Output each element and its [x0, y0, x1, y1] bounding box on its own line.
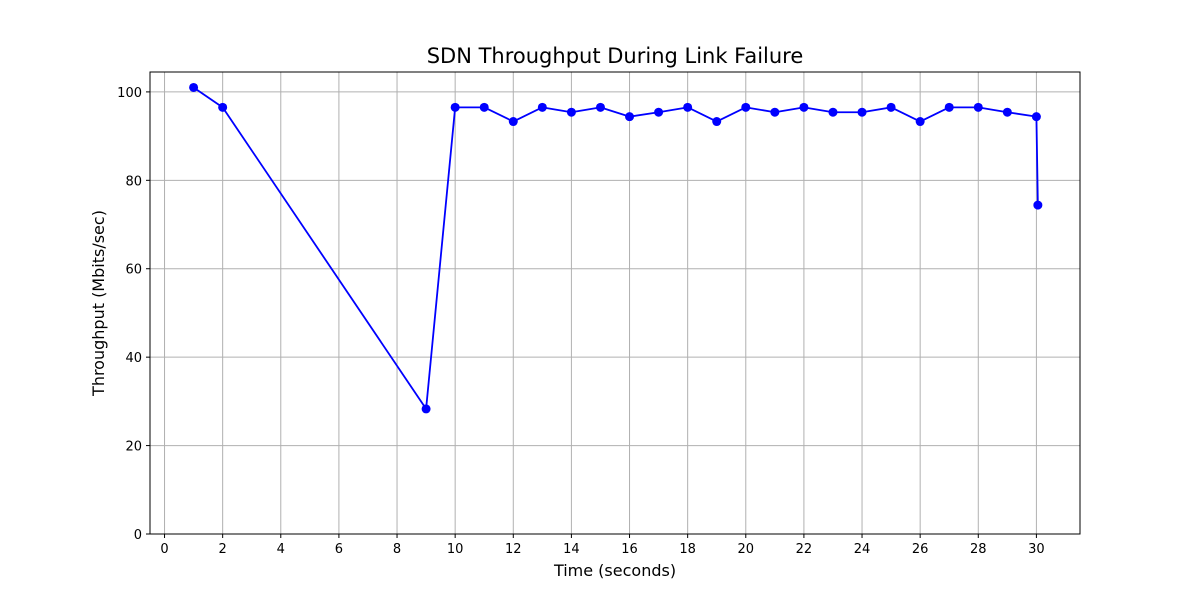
x-tick-label: 24 [854, 542, 871, 557]
data-point [189, 82, 199, 92]
x-tick-label: 28 [970, 542, 987, 557]
data-point [741, 102, 751, 112]
x-tick-label: 30 [1028, 542, 1045, 557]
x-tick-label: 16 [621, 542, 638, 557]
y-tick-label: 80 [125, 174, 142, 189]
data-point [683, 102, 693, 112]
data-point [508, 117, 518, 127]
data-point [712, 117, 722, 127]
data-point [944, 102, 954, 112]
data-point [595, 102, 605, 112]
x-tick-label: 6 [335, 542, 343, 557]
series-line [193, 86, 1039, 410]
data-point [828, 107, 838, 117]
x-tick-label: 20 [738, 542, 755, 557]
x-tick-label: 4 [277, 542, 285, 557]
data-point [537, 102, 547, 112]
y-axis-label: Throughput (Mbits/sec) [89, 210, 108, 397]
x-tick-label: 8 [393, 542, 401, 557]
x-axis-label: Time (seconds) [553, 561, 676, 580]
data-point [857, 107, 867, 117]
plot-frame [149, 71, 1081, 535]
data-point [886, 102, 896, 112]
data-point [421, 404, 431, 414]
data-point [1033, 200, 1043, 210]
chart-title: SDN Throughput During Link Failure [427, 44, 804, 68]
data-point [1031, 112, 1041, 122]
data-point [654, 107, 664, 117]
data-point [566, 107, 576, 117]
y-tick-label: 0 [134, 528, 142, 543]
data-point [625, 112, 635, 122]
x-tick-label: 14 [563, 542, 580, 557]
x-tick-label: 0 [160, 542, 168, 557]
data-point [799, 102, 809, 112]
y-tick-label: 20 [125, 440, 142, 455]
x-tick-label: 26 [912, 542, 929, 557]
y-tick-label: 40 [125, 351, 142, 366]
data-point [1002, 107, 1012, 117]
x-tick-label: 22 [796, 542, 813, 557]
data-point [770, 107, 780, 117]
data-point [479, 102, 489, 112]
series-layer [189, 82, 1043, 414]
data-point [450, 102, 460, 112]
x-tick-label: 12 [505, 542, 522, 557]
grid-lines [150, 72, 1080, 535]
data-point [915, 117, 925, 127]
x-tick-label: 18 [679, 542, 696, 557]
y-tick-label: 100 [117, 86, 142, 101]
data-point [218, 102, 228, 112]
y-tick-label: 60 [125, 263, 142, 278]
data-point [973, 102, 983, 112]
x-tick-label: 10 [447, 542, 464, 557]
x-tick-label: 2 [219, 542, 227, 557]
